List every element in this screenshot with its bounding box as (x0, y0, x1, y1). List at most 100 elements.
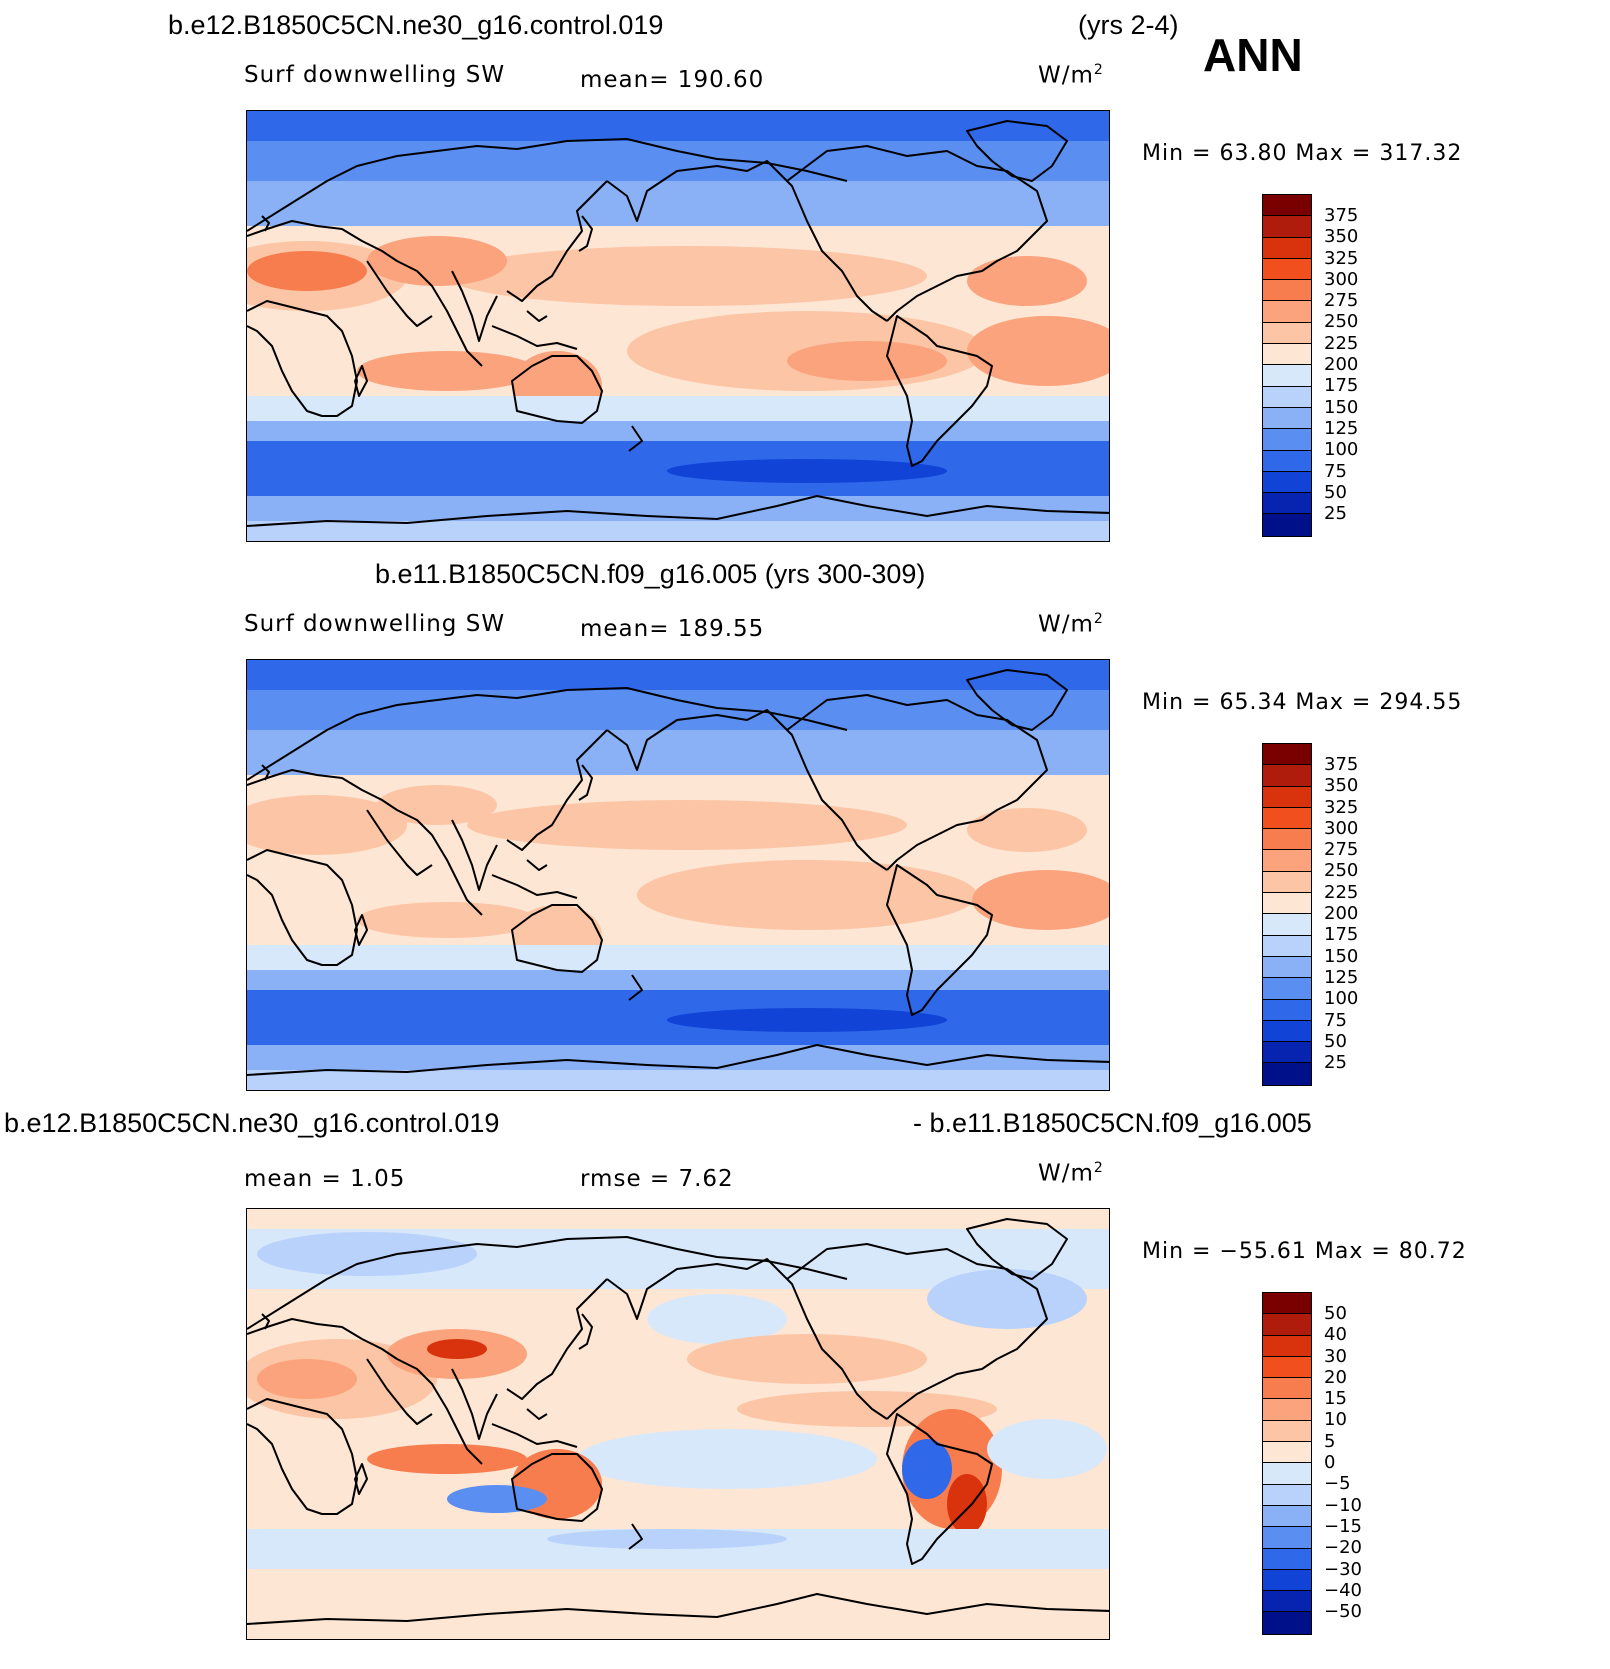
panel1-colorbar-ticks: 375 350 325 300 275 250 225 200 175 150 125 100 75 50… (1324, 205, 1358, 524)
panel2-units: W/m2 (1038, 611, 1104, 638)
colorbar-swatch (1263, 893, 1311, 915)
panel1-colorbar (1262, 194, 1312, 537)
colorbar-swatch (1263, 1020, 1311, 1043)
colorbar-swatch (1263, 1548, 1311, 1570)
colorbar-tick-label: −30 (1324, 1558, 1362, 1580)
colorbar-tick-label: 125 (1324, 417, 1359, 439)
colorbar-tick-label: 325 (1324, 247, 1359, 269)
colorbar-tick-label: 250 (1324, 311, 1359, 333)
colorbar-tick-label: 0 (1324, 1452, 1336, 1474)
panel3-colorbar-ticks: 50 40 30 20 15 10 5 0 −5 −10 −15 −20 −30 −40 −50 (1324, 1303, 1362, 1622)
panel2-map (246, 659, 1110, 1091)
colorbar-swatch (1263, 829, 1311, 851)
colorbar-tick-label: 75 (1324, 460, 1347, 482)
colorbar-swatch (1263, 1505, 1311, 1528)
colorbar-swatch (1263, 1042, 1311, 1064)
colorbar-swatch (1263, 344, 1311, 366)
colorbar-swatch (1263, 1484, 1311, 1506)
colorbar-swatch (1263, 1378, 1311, 1400)
panel2-variable: Surf downwelling SW (244, 611, 506, 637)
colorbar-tick-label: 200 (1324, 354, 1359, 376)
panel2-colorbar (1262, 743, 1312, 1086)
colorbar-tick-label: −50 (1324, 1601, 1362, 1623)
colorbar-tick-label: 300 (1324, 268, 1359, 290)
colorbar-tick-label: 50 (1324, 481, 1347, 503)
colorbar-tick-label: 15 (1324, 1388, 1347, 1410)
colorbar-swatch (1263, 914, 1311, 936)
colorbar-swatch (1263, 871, 1311, 894)
colorbar-tick-label: 25 (1324, 503, 1347, 525)
colorbar-tick-label: 20 (1324, 1366, 1347, 1388)
panel2-map-svg (247, 660, 1109, 1090)
colorbar-tick-label: −20 (1324, 1537, 1362, 1559)
colorbar-swatch (1263, 1591, 1311, 1613)
colorbar-tick-label: 150 (1324, 396, 1359, 418)
panel3-colorbar (1262, 1292, 1312, 1635)
colorbar-swatch (1263, 1293, 1311, 1315)
colorbar-tick-label: 175 (1324, 375, 1359, 397)
colorbar-swatch (1263, 1314, 1311, 1336)
panel3-units: W/m2 (1038, 1160, 1104, 1187)
colorbar-swatch (1263, 1569, 1311, 1592)
colorbar-swatch (1263, 999, 1311, 1021)
colorbar-tick-label: −15 (1324, 1515, 1362, 1537)
colorbar-tick-label: 100 (1324, 439, 1359, 461)
colorbar-swatch (1263, 786, 1311, 808)
panel1-variable: Surf downwelling SW (244, 62, 506, 88)
panel1-minmax: Min = 63.80 Max = 317.32 (1142, 141, 1463, 166)
colorbar-swatch (1263, 807, 1311, 830)
colorbar-tick-label: 100 (1324, 988, 1359, 1010)
colorbar-tick-label: 325 (1324, 796, 1359, 818)
colorbar-swatch (1263, 956, 1311, 979)
colorbar-swatch (1263, 1335, 1311, 1357)
colorbar-tick-label: 275 (1324, 839, 1359, 861)
panel3-rmse: rmse = 7.62 (580, 1166, 734, 1192)
colorbar-tick-label: 125 (1324, 966, 1359, 988)
colorbar-tick-label: 350 (1324, 226, 1359, 248)
panel2-title: b.e11.B1850C5CN.f09_g16.005 (yrs 300-309… (375, 559, 926, 589)
panel1-title-right: (yrs 2-4) (1078, 10, 1179, 40)
colorbar-swatch (1263, 258, 1311, 281)
colorbar-swatch (1263, 744, 1311, 766)
colorbar-tick-label: 25 (1324, 1052, 1347, 1074)
colorbar-swatch (1263, 1612, 1311, 1634)
colorbar-swatch (1263, 850, 1311, 872)
colorbar-swatch (1263, 514, 1311, 536)
colorbar-swatch (1263, 386, 1311, 408)
colorbar-swatch (1263, 195, 1311, 217)
colorbar-swatch (1263, 301, 1311, 323)
colorbar-tick-label: −40 (1324, 1579, 1362, 1601)
panel3-map-svg (247, 1209, 1109, 1639)
colorbar-swatch (1263, 1442, 1311, 1464)
colorbar-tick-label: 10 (1324, 1409, 1347, 1431)
colorbar-tick-label: 150 (1324, 945, 1359, 967)
colorbar-swatch (1263, 1399, 1311, 1421)
colorbar-tick-label: −5 (1324, 1473, 1351, 1495)
colorbar-swatch (1263, 765, 1311, 787)
colorbar-tick-label: 50 (1324, 1303, 1347, 1324)
panel1-map-svg (247, 111, 1109, 541)
colorbar-tick-label: −10 (1324, 1494, 1362, 1516)
colorbar-swatch (1263, 365, 1311, 387)
colorbar-swatch (1263, 1356, 1311, 1379)
colorbar-swatch (1263, 978, 1311, 1000)
panel3-mean: mean = 1.05 (244, 1166, 406, 1192)
colorbar-swatch (1263, 471, 1311, 494)
colorbar-tick-label: 375 (1324, 205, 1359, 226)
colorbar-swatch (1263, 1463, 1311, 1485)
panel3-map (246, 1208, 1110, 1640)
colorbar-tick-label: 50 (1324, 1030, 1347, 1052)
colorbar-tick-label: 250 (1324, 860, 1359, 882)
panel2-minmax: Min = 65.34 Max = 294.55 (1142, 690, 1463, 715)
panel2-mean: mean= 189.55 (580, 616, 765, 642)
colorbar-swatch (1263, 450, 1311, 472)
colorbar-swatch (1263, 407, 1311, 430)
colorbar-swatch (1263, 1063, 1311, 1085)
colorbar-swatch (1263, 1527, 1311, 1549)
colorbar-swatch (1263, 322, 1311, 345)
panel1-mean: mean= 190.60 (580, 67, 765, 93)
colorbar-tick-label: 225 (1324, 332, 1359, 354)
colorbar-tick-label: 225 (1324, 881, 1359, 903)
colorbar-tick-label: 30 (1324, 1345, 1347, 1367)
season-label: ANN (1203, 29, 1303, 81)
